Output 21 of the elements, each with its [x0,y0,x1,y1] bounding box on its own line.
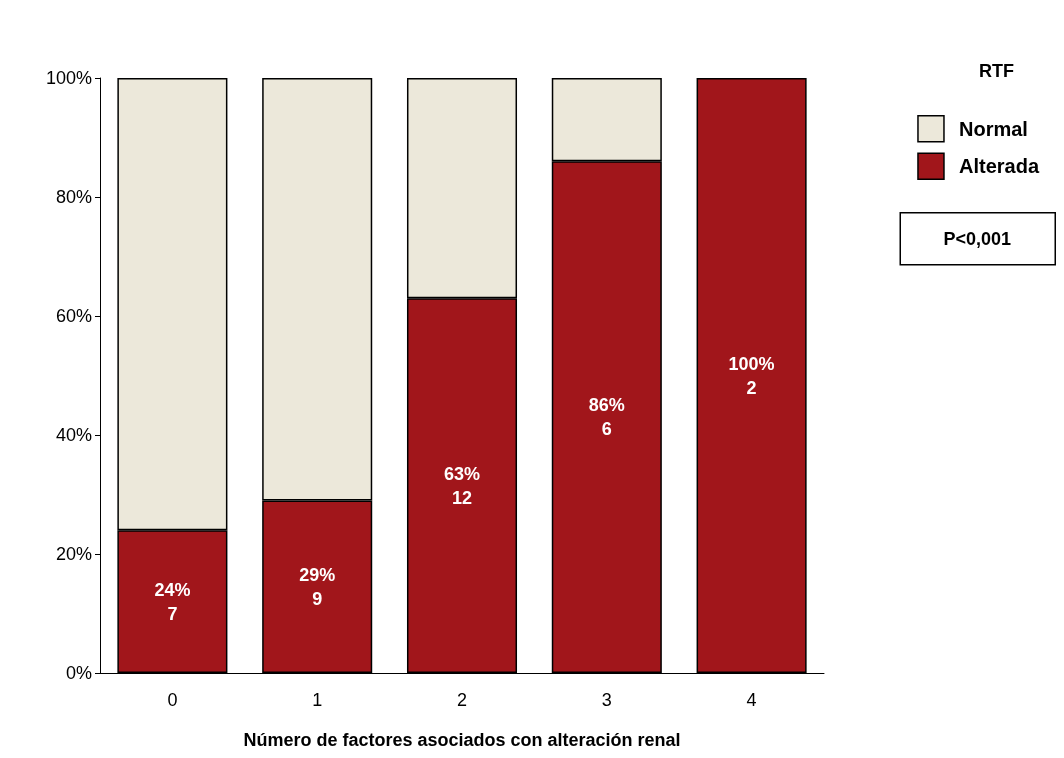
text: P<0,001 [943,228,1012,249]
data-label: 29% 9 [299,564,336,609]
y-tick-label: 80% [55,187,92,207]
legend-label: Alterada [958,155,1040,178]
legend-title: RTF [979,61,1015,81]
y-tick-label: 100% [45,68,92,88]
y-tick-label: 0% [65,663,92,683]
x-tick-label: 0 [167,690,178,710]
y-tick-label: 20% [55,544,92,564]
data-label: 100% 2 [728,353,775,398]
y-tick-label: 60% [55,306,92,326]
data-label: 86% 6 [588,395,625,440]
legend-label: Normal [958,117,1028,140]
x-tick-label: 3 [601,690,612,710]
x-tick-label: 4 [746,690,757,710]
data-label: 63% 12 [443,463,481,508]
x-axis-title: Número de factores asociados con alteración renal [243,730,681,750]
y-tick-label: 40% [55,425,92,445]
x-tick-label: 2 [456,690,468,710]
data-label: 24% 7 [154,579,191,624]
x-tick-label: 1 [312,690,323,710]
